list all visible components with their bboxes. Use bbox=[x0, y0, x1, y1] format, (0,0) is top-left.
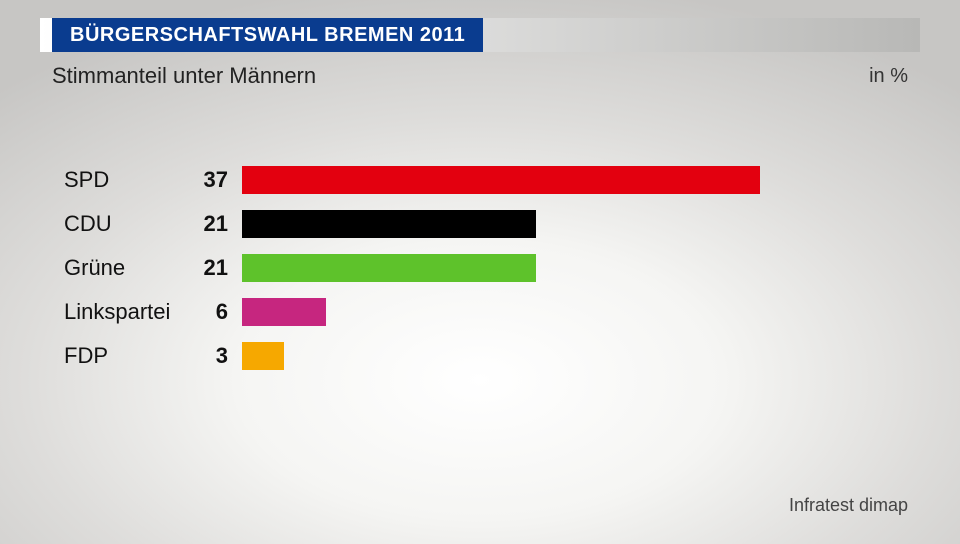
bar-value: 37 bbox=[192, 167, 242, 193]
bar-fill bbox=[242, 254, 536, 282]
bar-value: 21 bbox=[192, 211, 242, 237]
bar-label: CDU bbox=[64, 211, 192, 237]
bar-track bbox=[242, 296, 872, 328]
bar-value: 3 bbox=[192, 343, 242, 369]
bar-track bbox=[242, 340, 872, 372]
bar-fill bbox=[242, 298, 326, 326]
bar-fill bbox=[242, 166, 760, 194]
bar-label: SPD bbox=[64, 167, 192, 193]
bar-row: SPD37 bbox=[64, 158, 872, 202]
source-label: Infratest dimap bbox=[789, 495, 908, 516]
bar-label: Linkspartei bbox=[64, 299, 192, 325]
header-title: BÜRGERSCHAFTSWAHL BREMEN 2011 bbox=[70, 24, 465, 47]
subtitle: Stimmanteil unter Männern bbox=[52, 63, 316, 89]
bar-track bbox=[242, 252, 872, 284]
bar-track bbox=[242, 164, 872, 196]
bar-chart: SPD37CDU21Grüne21Linkspartei6FDP3 bbox=[64, 158, 872, 378]
bar-row: FDP3 bbox=[64, 334, 872, 378]
header-title-bar: BÜRGERSCHAFTSWAHL BREMEN 2011 bbox=[52, 18, 483, 52]
bar-row: Grüne21 bbox=[64, 246, 872, 290]
bar-value: 21 bbox=[192, 255, 242, 281]
bar-track bbox=[242, 208, 872, 240]
unit-label: in % bbox=[869, 65, 908, 88]
bar-fill bbox=[242, 210, 536, 238]
bar-value: 6 bbox=[192, 299, 242, 325]
bar-row: CDU21 bbox=[64, 202, 872, 246]
bar-row: Linkspartei6 bbox=[64, 290, 872, 334]
bar-fill bbox=[242, 342, 284, 370]
bar-label: FDP bbox=[64, 343, 192, 369]
subtitle-row: Stimmanteil unter Männern in % bbox=[52, 60, 908, 92]
bar-label: Grüne bbox=[64, 255, 192, 281]
